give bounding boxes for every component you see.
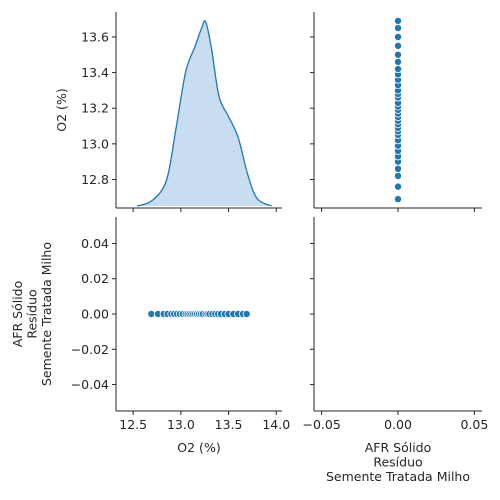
panel-o2-vs-afr (310, 12, 482, 212)
y-tick-label: 12.8 (81, 172, 109, 187)
axis-labels: O2 (%)AFR SólidoResíduoSemente Tratada M… (10, 88, 470, 483)
scatter-point (393, 24, 402, 33)
x-tick-label: 0.00 (384, 417, 412, 432)
x-axis-label-o2: O2 (%) (177, 440, 220, 455)
axis-label-line: Semente Tratada Milho (39, 242, 54, 386)
scatter-point (393, 171, 402, 180)
scatter-point (393, 65, 402, 74)
x-tick-label: 0.05 (460, 417, 488, 432)
scatter-point (242, 309, 251, 318)
scatter-point (393, 41, 402, 50)
axis-label-line: O2 (%) (177, 440, 220, 455)
x-tick-label: 12.5 (119, 417, 147, 432)
y-tick-label: 13.2 (81, 101, 109, 116)
axis-label-line: Resíduo (24, 289, 39, 338)
y-axis-label-afr: AFR SólidoResíduoSemente Tratada Milho (10, 242, 54, 386)
x-axis-label-afr: AFR Sólido Resíduo Semente Tratada Milho (326, 440, 470, 484)
y-tick-label: 0.00 (81, 307, 109, 322)
scatter-point (393, 195, 402, 204)
y-tick-label: 13.0 (81, 136, 109, 151)
panel-afr-empty: −0.05 0.00 0.05 (302, 217, 488, 432)
y-tick-label: 0.04 (81, 236, 109, 251)
x-tick-label: 14.0 (262, 417, 290, 432)
x-tick-label: 13.5 (215, 417, 243, 432)
axis-label-line: O2 (%) (54, 88, 69, 131)
y-tick-label: −0.02 (71, 342, 109, 357)
y-tick-label: 0.02 (81, 271, 109, 286)
scatter-point (393, 32, 402, 41)
scatter-point (393, 182, 402, 191)
axis-label-line: AFR Sólido (365, 440, 432, 455)
kde-line (136, 20, 272, 207)
x-tick-label: 13.0 (167, 417, 195, 432)
scatter-point (393, 164, 402, 173)
panel-afr-vs-o2: −0.04 −0.02 0.00 0.02 0.04 12.5 13.0 13.5 14.0 (71, 217, 290, 432)
panel-o2-kde: 12.8 13.0 13.2 13.4 13.6 (81, 12, 282, 212)
scatter-point (393, 50, 402, 59)
y-tick-label: 13.4 (81, 65, 109, 80)
axis-label-line: AFR Sólido (10, 281, 25, 348)
kde-fill (137, 20, 272, 207)
y-tick-label: 13.6 (81, 29, 109, 44)
x-tick-label: −0.05 (302, 417, 340, 432)
scatter-point (393, 16, 402, 25)
scatter-point (147, 309, 156, 318)
y-axis-label-o2: O2 (%) (54, 88, 69, 131)
y-tick-label: −0.04 (71, 377, 109, 392)
axis-label-line: Resíduo (373, 454, 422, 469)
scatter-point (393, 57, 402, 66)
axis-label-line: Semente Tratada Milho (326, 469, 470, 484)
